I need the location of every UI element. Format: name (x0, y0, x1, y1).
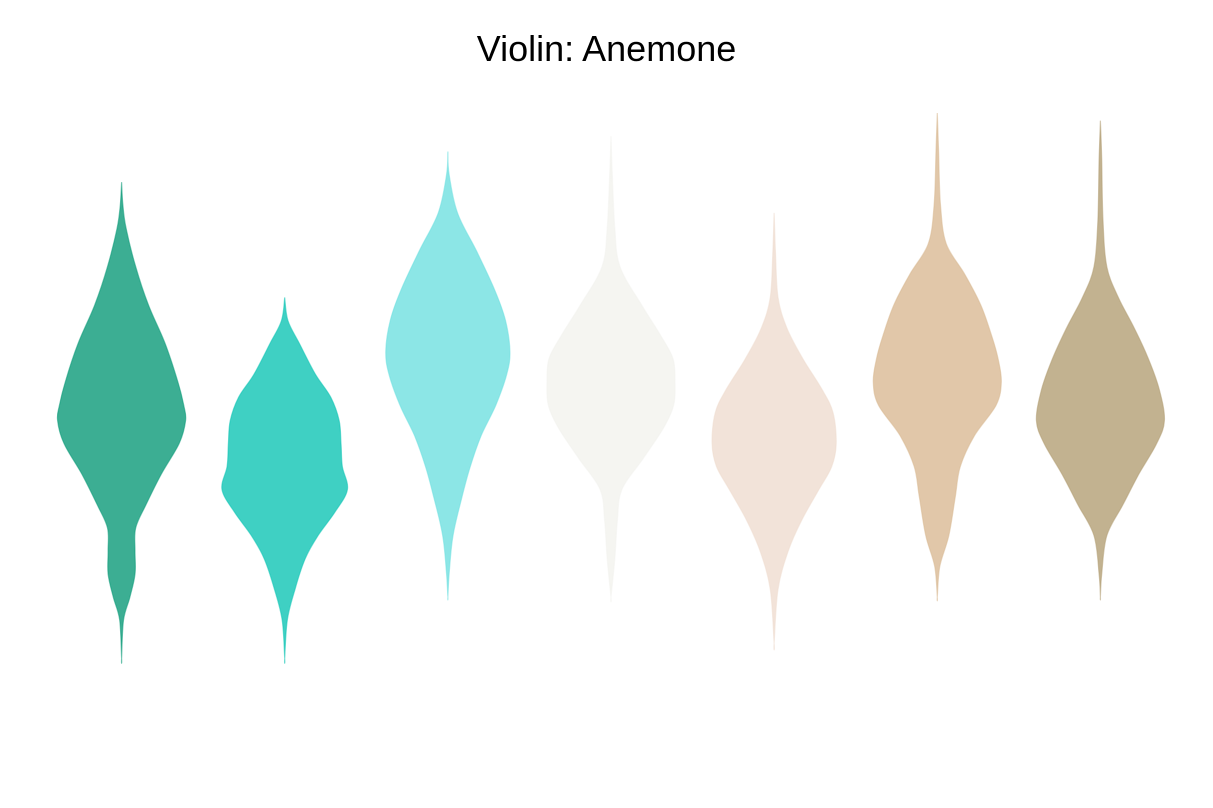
violin-7 (1035, 120, 1166, 601)
violin-4 (546, 136, 676, 603)
violin-1 (56, 182, 187, 664)
violin-3 (385, 151, 511, 601)
chart-title: Violin: Anemone (476, 28, 737, 69)
violin-6 (872, 112, 1002, 602)
violin-5 (711, 212, 837, 651)
violin-2 (221, 297, 349, 664)
